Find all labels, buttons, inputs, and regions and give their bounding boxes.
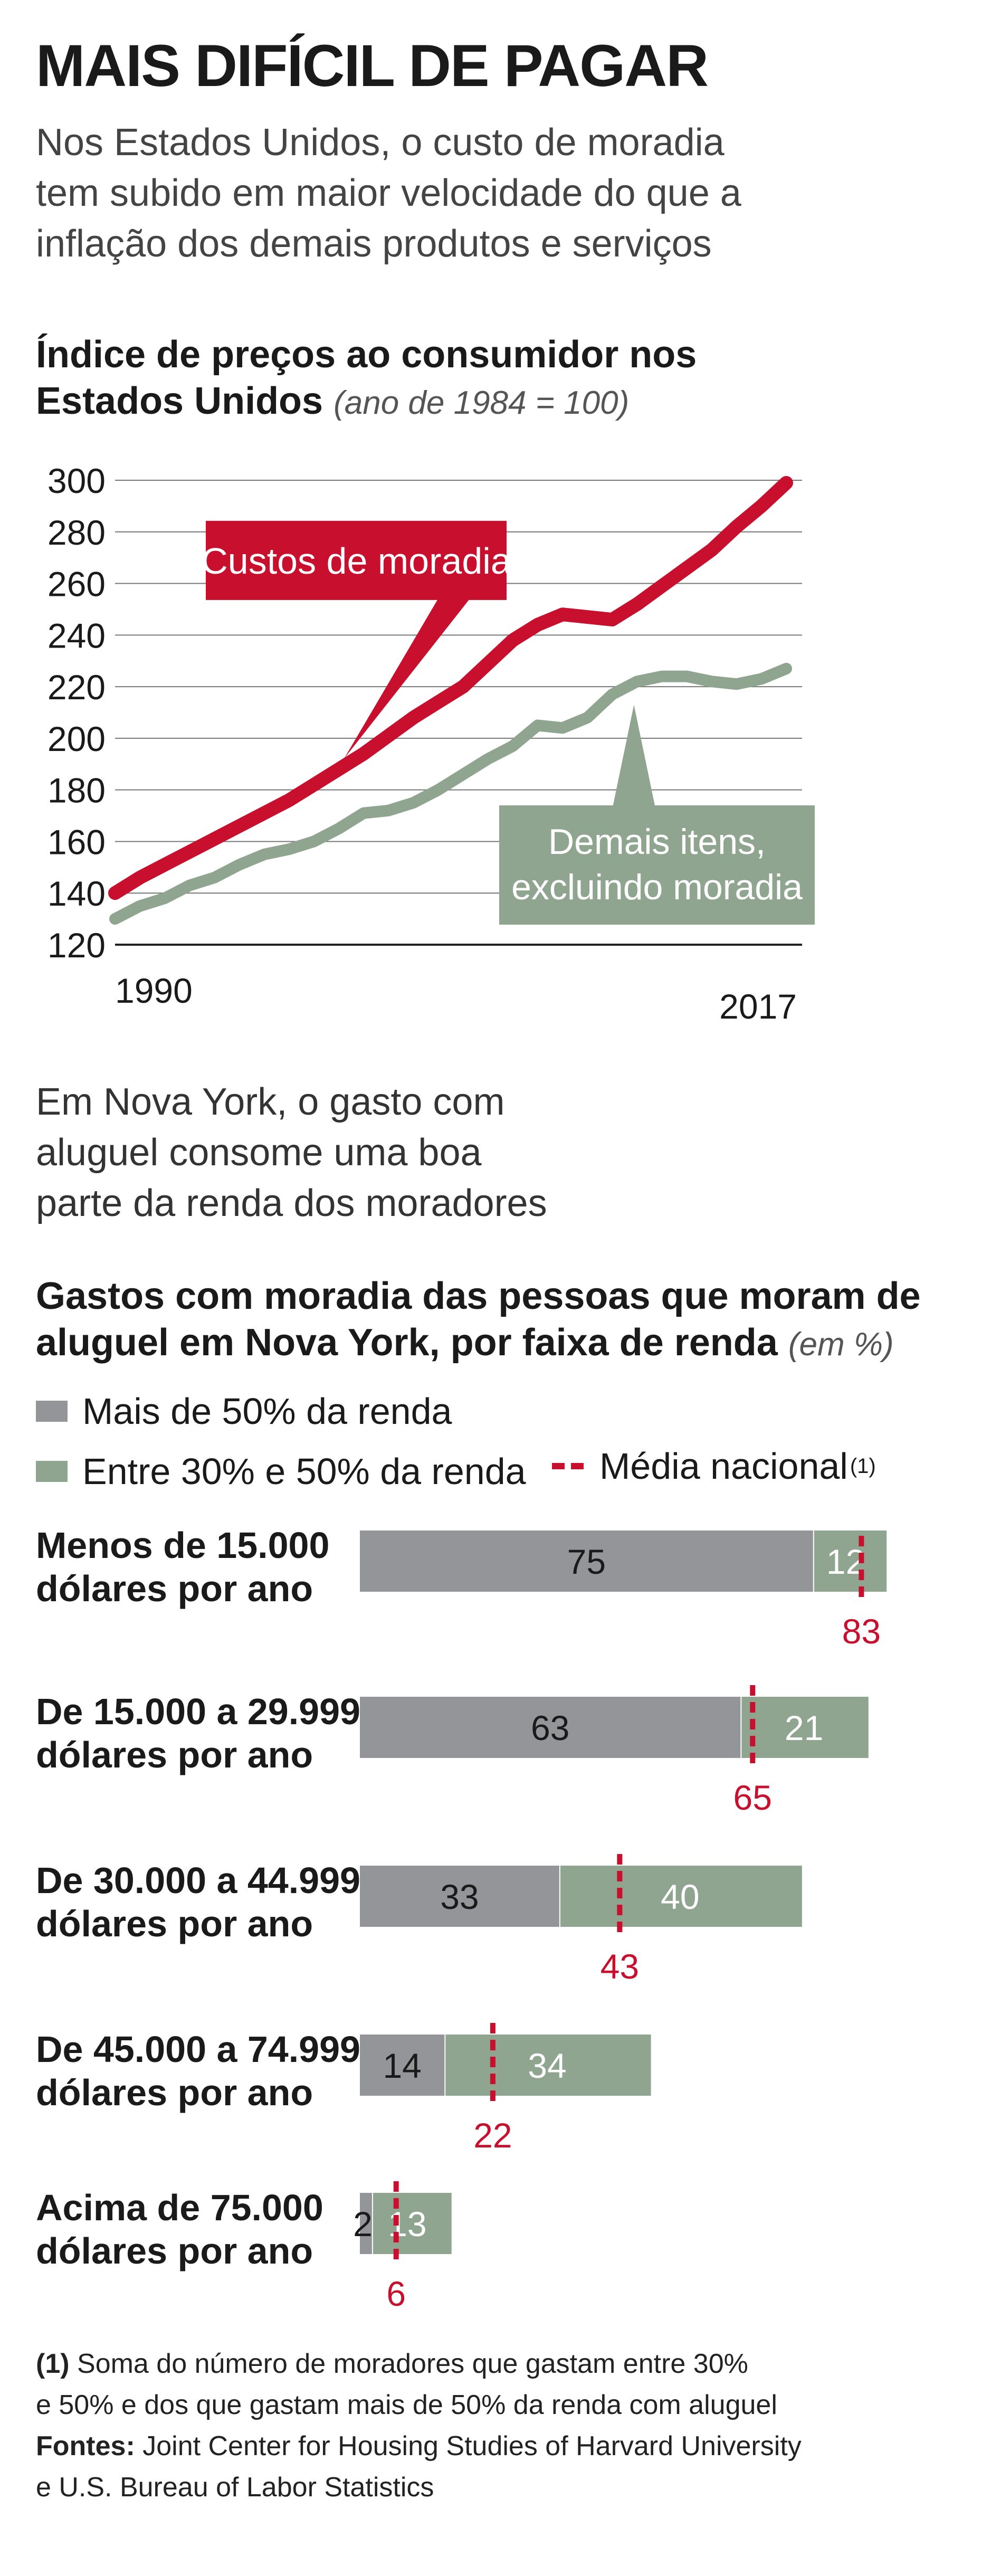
y-tick-label: 220 [47, 668, 106, 707]
callout-housing-pointer [344, 598, 470, 759]
bar-chart-title-1: Gastos com moradia das pessoas que moram… [36, 1275, 921, 1317]
legend-footnote-mark: (1) [850, 1455, 876, 1478]
category-label: dólares por ano [36, 2072, 313, 2113]
x-tick-label: 2017 [719, 987, 797, 1026]
average-value: 65 [733, 1778, 772, 1817]
y-tick-label: 300 [47, 461, 106, 500]
line-chart-unit: (ano de 1984 = 100) [333, 385, 630, 421]
series-line-housing [108, 476, 793, 900]
category-label: dólares por ano [36, 2230, 313, 2271]
y-tick-label: 180 [47, 771, 106, 810]
bar-between [373, 2193, 452, 2254]
average-value: 83 [842, 1612, 881, 1651]
bar-value-between: 21 [785, 1708, 823, 1747]
callout-others-box [499, 805, 815, 925]
legend-label-over50: Mais de 50% da renda [82, 1391, 452, 1432]
footnote-text-1: Soma do número de moradores que gastam e… [77, 2349, 748, 2379]
intro2-line-1: Em Nova York, o gasto com [36, 1081, 505, 1123]
category-label: dólares por ano [36, 1903, 313, 1944]
bar-value-over50: 75 [567, 1542, 606, 1581]
bar-between [560, 1866, 802, 1927]
callout-housing-box [206, 520, 507, 600]
subtitle-line-1: Nos Estados Unidos, o custo de moradia [36, 121, 725, 164]
bar-over50 [360, 2193, 372, 2254]
footnote-marker: (1) [36, 2349, 70, 2379]
legend-swatch-over50 [36, 1401, 68, 1422]
bar-value-between: 34 [528, 2046, 566, 2085]
bar-value-between: 12 [826, 1542, 865, 1581]
sources-line-1: Fontes: Joint Center for Housing Studies… [36, 2426, 802, 2467]
callout-others-label: Demais itens, [548, 822, 766, 862]
category-label: dólares por ano [36, 1568, 313, 1609]
y-tick-label: 200 [47, 719, 106, 758]
footnote-text-2: e 50% e dos que gastam mais de 50% da re… [36, 2390, 777, 2420]
legend-swatch-average [552, 1463, 584, 1469]
bar-value-over50: 14 [383, 2046, 421, 2085]
bar-between [445, 2035, 651, 2096]
callout-others-pointer [613, 705, 655, 806]
category-label: De 30.000 a 44.999 [36, 1860, 360, 1901]
category-label: De 15.000 a 29.999 [36, 1691, 360, 1732]
y-tick-label: 280 [47, 513, 106, 552]
average-value: 43 [601, 1947, 639, 1986]
legend-item-average: Média nacional (1) [552, 1445, 876, 1487]
bar-over50 [360, 1866, 559, 1927]
y-tick-label: 120 [47, 926, 106, 965]
series-line-others [109, 662, 792, 925]
sources-label: Fontes: [36, 2431, 135, 2461]
bar-value-between: 40 [661, 1877, 699, 1916]
average-value: 22 [473, 2116, 512, 2155]
legend-label-between: Entre 30% e 50% da renda [82, 1451, 526, 1492]
line-chart-title-1: Índice de preços ao consumidor nos [36, 334, 697, 376]
category-label: De 45.000 a 74.999 [36, 2029, 360, 2070]
sources-text-2: e U.S. Bureau of Labor Statistics [36, 2472, 434, 2503]
bar-chart-unit: (em %) [788, 1326, 894, 1363]
line-chart: 120 140 160 180 200 220 240 260 280 300 1990 2017 Cu… [47, 461, 815, 1026]
category-label: Acima de 75.000 [36, 2187, 323, 2228]
legend-swatch-between [36, 1461, 68, 1482]
legend-label-average: Média nacional [599, 1446, 848, 1487]
y-tick-label: 160 [47, 822, 106, 861]
callout-housing-label: Custos de moradia [201, 540, 511, 582]
subtitle-line-2: tem subido em maior velocidade do que a [36, 172, 741, 214]
sources-text-1: Joint Center for Housing Studies of Harv… [142, 2431, 802, 2461]
intro2-line-3: parte da renda dos moradores [36, 1182, 547, 1224]
x-tick-label: 1990 [115, 971, 193, 1010]
footnotes: (1) Soma do número de moradores que gast… [36, 2343, 802, 2508]
bar-over50 [360, 2035, 445, 2096]
bar-between [741, 1697, 869, 1758]
line-chart-title-2: Estados Unidos [36, 380, 323, 422]
subtitle-line-3: inflação dos demais produtos e serviços [36, 223, 712, 265]
intro2-line-2: aluguel consome uma boa [36, 1132, 482, 1174]
bar-value-over50: 63 [531, 1708, 569, 1747]
bar-value-over50: 2 [353, 2204, 373, 2244]
callout-others-label: excluindo moradia [511, 867, 803, 907]
bar-over50 [360, 1531, 813, 1592]
legend-item-over50: Mais de 50% da renda [36, 1390, 452, 1432]
category-label: Menos de 15.000 [36, 1531, 329, 1566]
page-title: MAIS DIFÍCIL DE PAGAR [36, 33, 709, 99]
average-value: 6 [386, 2274, 406, 2313]
legend-item-between: Entre 30% e 50% da renda [36, 1450, 526, 1493]
footnote-line-1: (1) Soma do número de moradores que gast… [36, 2343, 802, 2384]
y-tick-label: 240 [47, 616, 106, 655]
bar-between [814, 1531, 887, 1592]
y-tick-label: 140 [47, 874, 106, 913]
category-label: dólares por ano [36, 1734, 313, 1775]
bar-over50 [360, 1697, 741, 1758]
bar-chart-title-2: aluguel em Nova York, por faixa de renda [36, 1322, 778, 1364]
y-tick-label: 260 [47, 565, 106, 604]
bar-value-over50: 33 [440, 1877, 479, 1916]
